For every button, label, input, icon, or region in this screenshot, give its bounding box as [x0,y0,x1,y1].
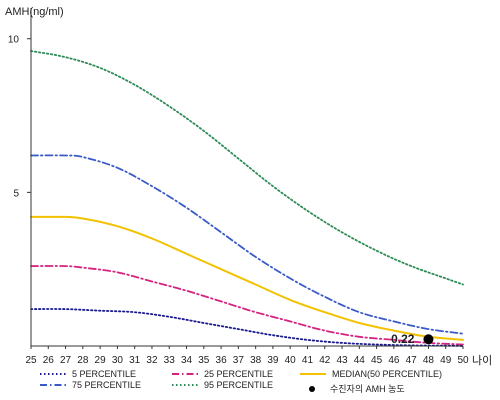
legend-item: 5 PERCENTILE [40,369,136,379]
legend-label: 75 PERCENTILE [72,380,141,390]
legend-item: MEDIAN(50 PERCENTILE) [300,369,442,379]
annotation-layer: 0.22 [391,332,434,346]
legend-marker-icon [309,386,315,392]
ticks-layer: 5 10 25 26 27 28 29 30 31 32 33 34 35 36 37 38 39 40 41 42 4… [8,35,469,366]
x-tick-label: 29 [95,355,107,366]
legend-label: 5 PERCENTILE [72,369,136,379]
x-tick-label: 39 [267,355,279,366]
series-line [30,215,464,341]
x-tick-label: 26 [43,355,55,366]
x-tick-label: 44 [354,355,366,366]
y-tick-label: 10 [8,35,20,46]
legend-item: 95 PERCENTILE [172,380,273,390]
x-tick-label: 35 [198,355,210,366]
x-tick-label: 46 [388,355,400,366]
series-line [30,154,464,335]
x-tick-label: 50 [457,355,469,366]
x-tick-label: 32 [146,355,158,366]
x-tick-label: 28 [77,355,89,366]
legend-label: 95 PERCENTILE [204,380,273,390]
series-layer [30,50,464,347]
series-line [30,265,464,346]
x-axis-label: 나이 [472,354,492,367]
x-tick-label: 49 [440,355,452,366]
series-line [30,50,464,286]
legend-label: MEDIAN(50 PERCENTILE) [332,369,442,379]
y-axis-label: AMH(ng/ml) [5,6,64,18]
legend-item: 75 PERCENTILE [40,380,141,390]
legend-item: 수진자의 AMH 농도 [309,384,405,394]
x-tick-label: 40 [285,355,297,366]
x-tick-label: 41 [302,355,314,366]
x-tick-label: 47 [406,355,418,366]
legend-label: 수진자의 AMH 농도 [330,384,405,394]
x-tick-label: 25 [25,355,37,366]
x-tick-label: 42 [319,355,331,366]
x-tick-label: 48 [423,355,435,366]
x-tick-label: 34 [181,355,193,366]
x-tick-label: 31 [129,355,141,366]
legend: 5 PERCENTILE 25 PERCENTILE MEDIAN(50 PERCE… [40,369,442,394]
axes-layer [30,8,463,347]
x-tick-label: 37 [233,355,245,366]
x-tick-label: 27 [60,355,72,366]
x-tick-label: 30 [112,355,124,366]
legend-item: 25 PERCENTILE [172,369,273,379]
y-tick-label: 5 [13,188,19,199]
legend-label: 25 PERCENTILE [204,369,273,379]
x-tick-label: 33 [164,355,176,366]
x-tick-label: 36 [216,355,228,366]
series-line [30,308,464,347]
x-tick-label: 45 [371,355,383,366]
patient-amh-value: 0.22 [391,332,415,346]
patient-amh-marker [423,334,434,345]
x-tick-label: 43 [336,355,348,366]
x-tick-label: 38 [250,355,262,366]
